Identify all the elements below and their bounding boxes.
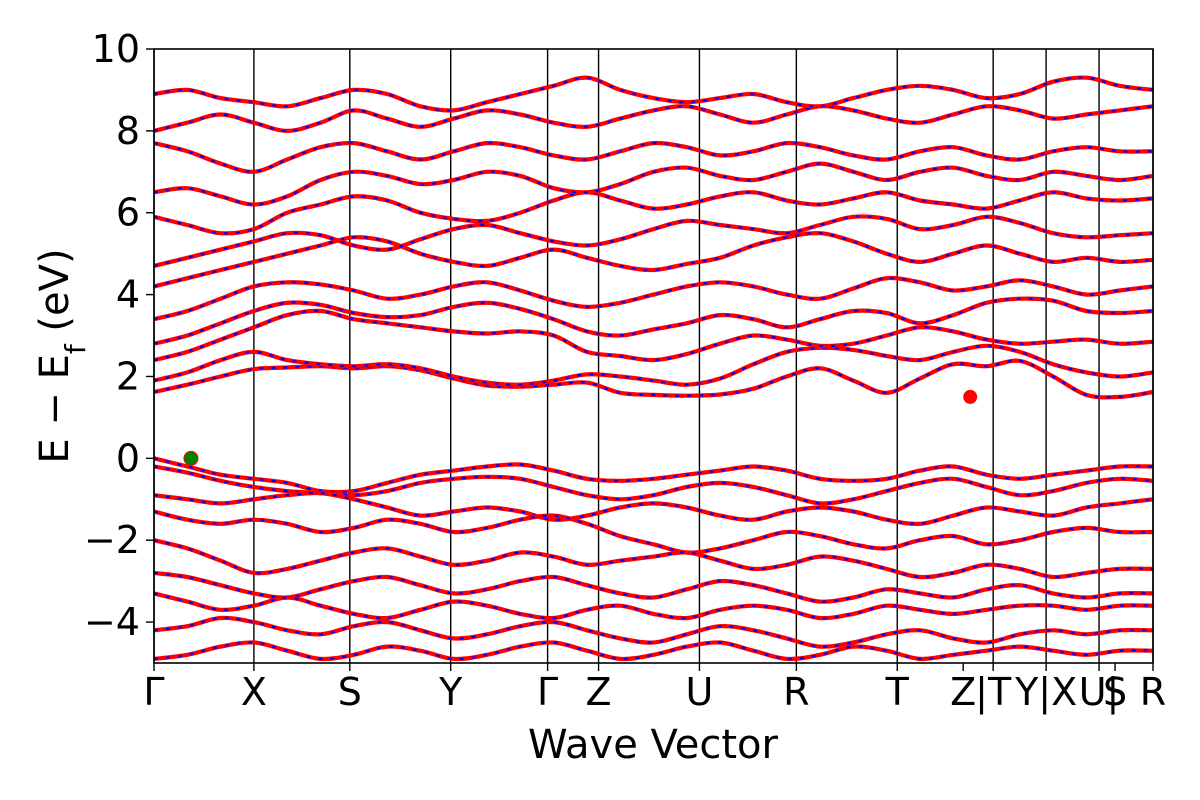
band-dash-11 bbox=[154, 76, 1153, 112]
band-line-5 bbox=[154, 230, 1153, 289]
band-line-8 bbox=[154, 161, 1153, 207]
y-tick-label: 6 bbox=[116, 191, 140, 235]
x-tick-label: Z bbox=[950, 670, 976, 714]
band-dash-10 bbox=[154, 105, 1153, 133]
band-dash-14 bbox=[154, 491, 1153, 526]
x-tick-label: U| bbox=[1079, 670, 1120, 715]
band-dash-13 bbox=[154, 465, 1153, 505]
band-dash-6 bbox=[154, 215, 1153, 267]
band-dash-3 bbox=[154, 297, 1153, 345]
band-line-1 bbox=[154, 343, 1153, 387]
y-tick-label: 4 bbox=[116, 273, 140, 317]
x-tick-label: Γ bbox=[143, 670, 164, 714]
x-tick-label: Y|X bbox=[1014, 670, 1077, 715]
y-tick-label: 10 bbox=[92, 27, 140, 71]
x-tick-label: Y bbox=[438, 670, 463, 714]
band-edge-markers bbox=[183, 389, 978, 466]
band-line-14 bbox=[154, 490, 1153, 527]
y-axis-title: E − Ef (eV) bbox=[32, 248, 92, 463]
band-dash-17 bbox=[154, 571, 1153, 603]
band-line-20 bbox=[154, 640, 1153, 662]
x-tick-label: |T bbox=[975, 670, 1012, 715]
x-tick-label: R bbox=[783, 670, 809, 714]
band-dash-20 bbox=[154, 641, 1153, 661]
band-line-2 bbox=[154, 308, 1153, 363]
band-dash-8 bbox=[154, 162, 1153, 206]
conduction-band-min-marker bbox=[963, 389, 978, 404]
band-line-12 bbox=[154, 456, 1153, 495]
x-tick-label: S bbox=[1103, 670, 1127, 714]
x-tick-label: S bbox=[338, 670, 362, 714]
x-tick-label: X bbox=[241, 670, 267, 714]
x-tick-label: U bbox=[686, 670, 714, 714]
x-axis-ticks: Γ X S Y Γ Z U R T Z|T Y|X U|S R bbox=[143, 663, 1166, 715]
band-line-10 bbox=[154, 104, 1153, 133]
x-tick-label: Γ bbox=[537, 670, 558, 714]
x-tick-label: T bbox=[885, 670, 910, 714]
y-tick-label: 0 bbox=[116, 436, 140, 480]
y-axis-ticks: −4 −2 0 2 4 6 8 10 bbox=[84, 27, 154, 644]
band-line-19 bbox=[154, 615, 1153, 649]
band-dash-4 bbox=[154, 276, 1153, 321]
band-dash-2 bbox=[154, 309, 1153, 362]
x-axis-title: Wave Vector bbox=[528, 722, 779, 768]
band-line-9 bbox=[154, 140, 1153, 174]
valence-band-max-marker bbox=[183, 450, 199, 466]
band-dash-7 bbox=[154, 191, 1153, 235]
y-tick-label: −4 bbox=[84, 600, 140, 644]
band-dash-15 bbox=[154, 510, 1153, 554]
band-dash-18 bbox=[154, 592, 1153, 620]
y-axis-title-sub: f bbox=[59, 343, 92, 354]
y-tick-label: 2 bbox=[116, 354, 140, 398]
x-tick-label: R bbox=[1140, 670, 1166, 714]
plot-frame bbox=[153, 48, 1154, 664]
band-dash-9 bbox=[154, 141, 1153, 173]
y-tick-label: −2 bbox=[84, 518, 140, 562]
band-lines bbox=[154, 75, 1153, 662]
band-dash-5 bbox=[154, 231, 1153, 288]
y-axis-title-main: E − E bbox=[32, 354, 78, 464]
band-line-3 bbox=[154, 296, 1153, 346]
x-tick-label: Z bbox=[586, 670, 612, 714]
band-line-6 bbox=[154, 214, 1153, 268]
y-axis-title-unit: (eV) bbox=[32, 248, 78, 344]
band-line-15 bbox=[154, 509, 1153, 555]
y-tick-label: 8 bbox=[116, 109, 140, 153]
band-line-13 bbox=[154, 464, 1153, 506]
band-dash-16 bbox=[154, 539, 1153, 579]
band-dash-19 bbox=[154, 616, 1153, 648]
